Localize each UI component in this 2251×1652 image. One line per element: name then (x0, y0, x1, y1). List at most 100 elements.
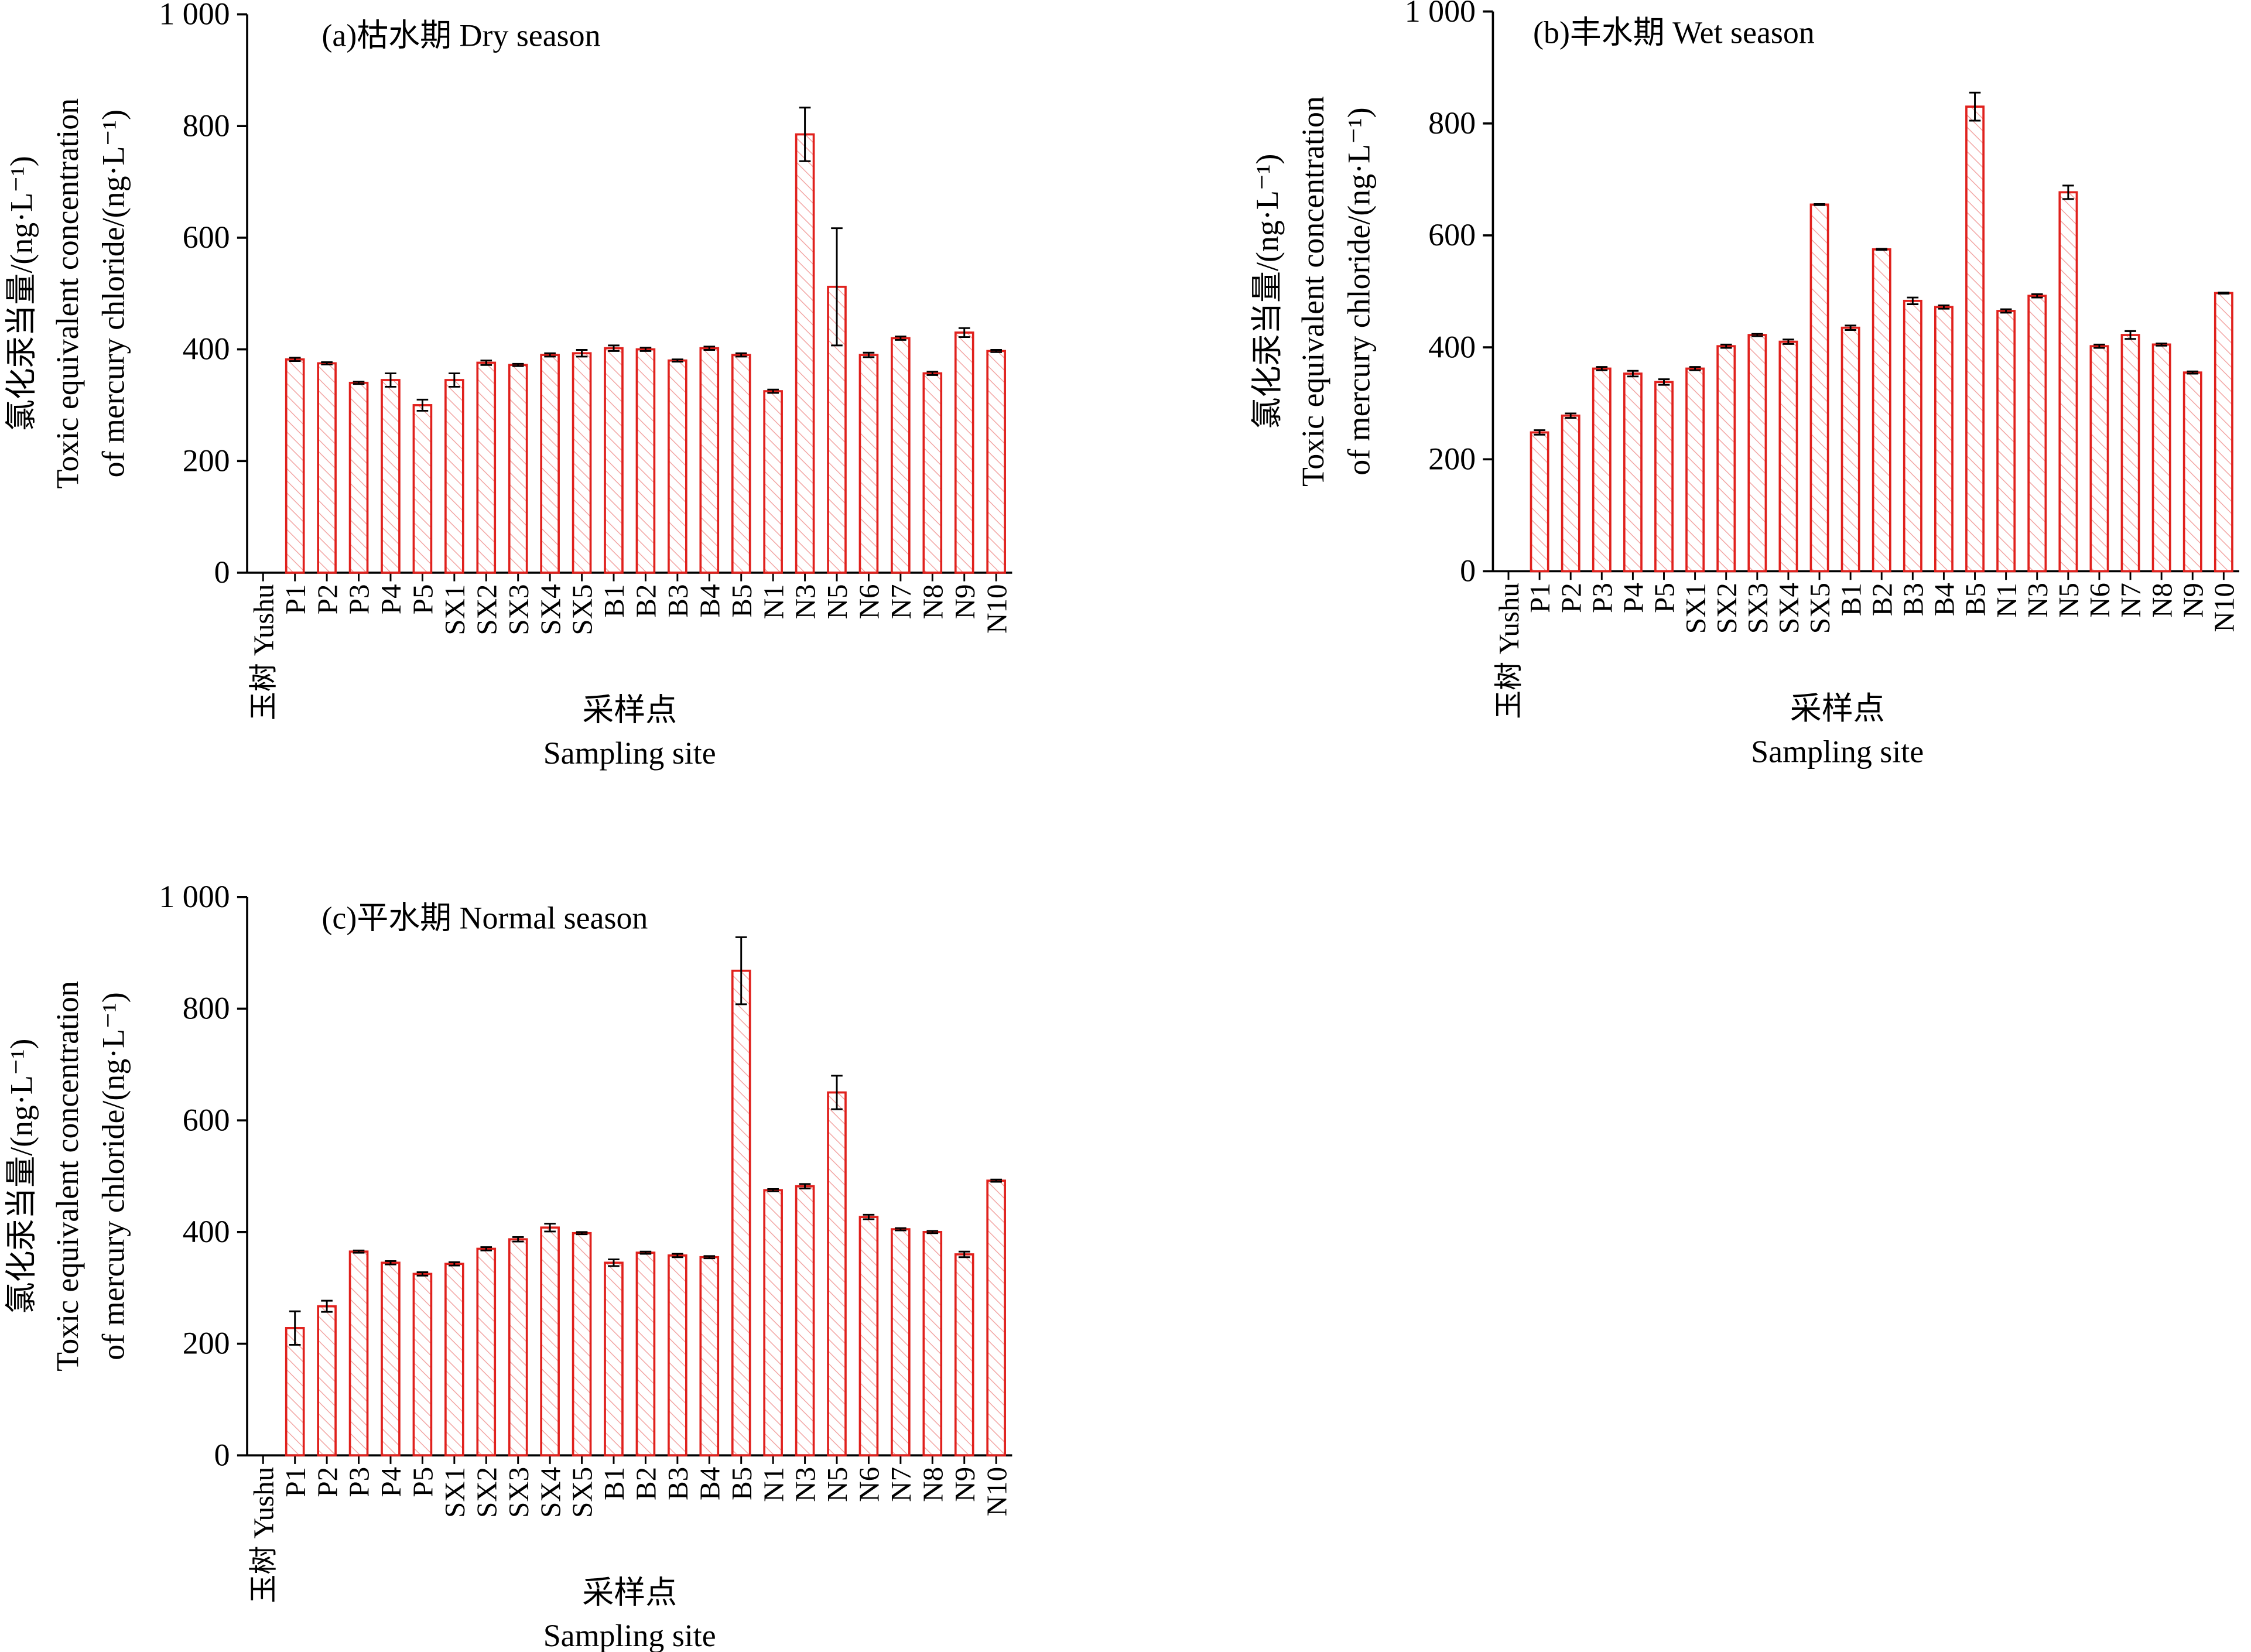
x-tick-label: N5 (821, 1467, 853, 1502)
x-tick-label: SX2 (470, 1467, 502, 1518)
x-tick-label: N10 (980, 584, 1012, 634)
bar (795, 133, 815, 574)
bar (1872, 248, 1891, 573)
error-bar (2218, 291, 2230, 295)
bar (444, 1263, 464, 1457)
error-bar (480, 360, 492, 366)
x-tick-label: SX1 (439, 584, 471, 635)
error-bar (289, 357, 301, 362)
bar (2182, 371, 2202, 573)
y-tick-label: 400 (183, 1214, 230, 1249)
error-bar (672, 358, 683, 362)
bar (2089, 345, 2109, 573)
y-axis-label: Toxic equivalent concentration (50, 981, 85, 1371)
error-bar (735, 936, 747, 1005)
x-tick-label: B4 (693, 1467, 726, 1500)
bar (412, 1273, 433, 1457)
bar (348, 1250, 369, 1457)
error-bar (1627, 370, 1639, 378)
error-bar (2156, 342, 2167, 347)
x-tick-label: P1 (1524, 583, 1556, 613)
x-tick-label: N3 (2021, 583, 2054, 618)
error-bar (1751, 333, 1763, 337)
x-tick-label: P5 (1648, 583, 1681, 613)
y-axis-label: of mercury chloride/(ng·L⁻¹) (95, 992, 131, 1360)
bar (1623, 372, 1643, 573)
x-tick-label: N1 (757, 584, 789, 620)
x-tick-label: N8 (2146, 583, 2178, 618)
error-bar (2031, 293, 2043, 299)
bar (1903, 299, 1922, 573)
error-bar (639, 1250, 652, 1255)
bar (317, 1305, 337, 1457)
x-tick-label: N9 (949, 1467, 981, 1502)
x-tick-label: SX4 (534, 1467, 566, 1518)
x-tick-label: P3 (343, 1467, 375, 1497)
y-tick-label: 1 000 (159, 0, 230, 32)
bar (1747, 334, 1767, 573)
y-tick-label: 800 (183, 991, 230, 1026)
bar (381, 1261, 401, 1457)
bar (1841, 326, 1860, 573)
error-bar (1689, 366, 1701, 371)
error-bar (735, 352, 747, 358)
x-tick-label: SX1 (1679, 583, 1712, 634)
y-tick-label: 1 000 (1405, 0, 1476, 29)
bar (476, 361, 497, 574)
x-axis-label: Sampling site (543, 1618, 716, 1652)
error-bar (353, 1249, 365, 1254)
x-tick-label: 玉树 Yushu (247, 584, 279, 721)
bar (731, 969, 751, 1457)
error-bar (672, 1253, 683, 1258)
x-tick-label: N9 (949, 584, 981, 620)
y-axis-label: of mercury chloride/(ng·L⁻¹) (1342, 107, 1377, 475)
x-axis-label: 采样点 (1790, 691, 1885, 726)
error-bar (449, 372, 460, 388)
error-bar (480, 1246, 492, 1251)
x-tick-label: B2 (1866, 583, 1898, 616)
error-bar (703, 1255, 716, 1260)
bar (2151, 343, 2171, 573)
x-tick-label: B4 (1928, 583, 1961, 616)
x-tick-label: N8 (916, 1467, 949, 1502)
y-axis-label: 氯化汞当量/(ng·L⁻¹) (4, 156, 39, 431)
error-bar (2187, 370, 2199, 375)
error-bar (321, 1299, 333, 1313)
error-bar (1565, 412, 1576, 419)
bar (540, 354, 560, 574)
x-tick-label: N3 (789, 584, 822, 620)
x-axis-label: Sampling site (543, 736, 716, 771)
bar (285, 358, 305, 574)
x-tick-label: 玉树 Yushu (1493, 583, 1525, 719)
error-bar (1658, 378, 1670, 386)
x-tick-label: N7 (885, 584, 917, 620)
x-tick-label: 玉树 Yushu (247, 1467, 279, 1603)
error-bar (416, 1271, 429, 1277)
bar (1561, 414, 1581, 573)
bar (1809, 203, 1829, 573)
error-bar (1534, 429, 1545, 436)
x-tick-label: P5 (407, 1467, 439, 1497)
error-bar (512, 1236, 524, 1243)
error-bar (863, 1213, 875, 1220)
bar (699, 347, 720, 574)
x-tick-label: N7 (2115, 583, 2147, 618)
error-bar (2062, 184, 2074, 200)
error-bar (926, 371, 939, 376)
bar (381, 379, 401, 574)
x-tick-label: P4 (1617, 583, 1650, 613)
bar (795, 1185, 815, 1457)
error-bar (958, 327, 970, 338)
bar (2120, 334, 2140, 573)
error-bar (1596, 366, 1608, 371)
error-bar (1907, 296, 1919, 305)
bar (444, 379, 464, 574)
error-bar (831, 227, 843, 347)
error-bar (799, 1183, 811, 1189)
x-tick-label: P2 (1555, 583, 1587, 613)
error-bar (576, 1231, 588, 1236)
bar (572, 352, 592, 574)
error-bar (2093, 343, 2105, 349)
error-bar (576, 349, 588, 358)
bar (922, 372, 943, 574)
